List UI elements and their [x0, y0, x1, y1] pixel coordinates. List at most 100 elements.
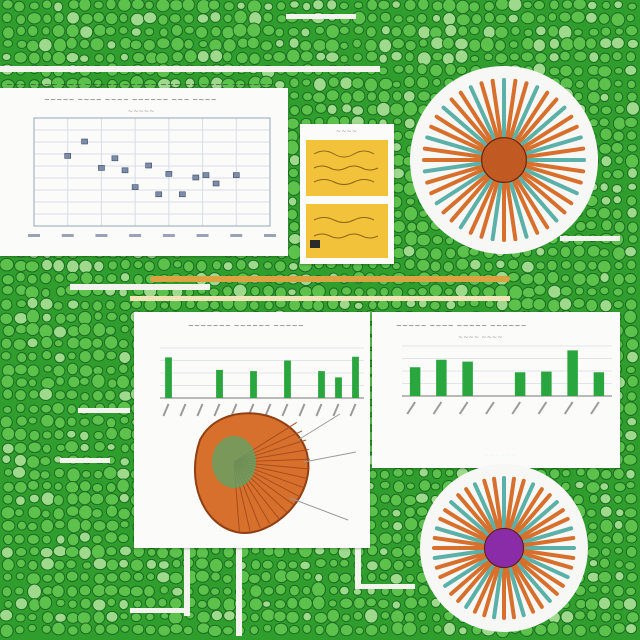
cell [286, 596, 299, 610]
cell [612, 622, 626, 634]
cell [288, 261, 299, 272]
cell [585, 272, 601, 288]
cell [41, 312, 52, 323]
cell [495, 0, 510, 11]
cell [614, 559, 624, 569]
cell [92, 598, 107, 612]
cell [65, 570, 79, 583]
cell [574, 286, 585, 296]
cell [1, 12, 13, 24]
cell [13, 311, 29, 325]
cell [263, 586, 275, 596]
flower-petal [456, 493, 497, 540]
cell [79, 572, 90, 582]
cell [368, 300, 378, 311]
cell [572, 35, 587, 51]
cell [507, 298, 523, 312]
cell [67, 375, 81, 389]
cell [28, 1, 40, 11]
cell [625, 623, 638, 635]
flower-petal [472, 558, 501, 614]
cell [325, 621, 340, 638]
cell [521, 36, 535, 51]
cell [445, 299, 457, 311]
cell [91, 508, 103, 519]
cell [118, 426, 134, 441]
cell [549, 467, 561, 480]
scatter-x-tick-mark [129, 234, 142, 237]
cell [183, 260, 195, 273]
cell [313, 77, 327, 92]
cell [391, 532, 403, 544]
cell [64, 440, 79, 454]
scatter-point [202, 172, 210, 178]
cell [625, 51, 637, 63]
flower-petal [482, 559, 503, 618]
cell [600, 547, 611, 557]
cell [364, 623, 379, 637]
cell [365, 287, 378, 298]
cell [29, 546, 40, 557]
cell [626, 130, 638, 141]
cell [623, 309, 638, 324]
cell [93, 273, 104, 284]
cell [27, 521, 38, 532]
scatter-frame [33, 117, 271, 227]
cell [116, 467, 131, 481]
cell [287, 27, 300, 38]
cell [65, 505, 80, 517]
cell [116, 374, 131, 390]
cell [298, 285, 313, 298]
cell [560, 260, 572, 270]
cell [393, 64, 405, 74]
cell [559, 285, 573, 297]
cell [351, 89, 366, 103]
cell [207, 0, 221, 11]
cell [169, 597, 183, 610]
bar-right-tick-label [563, 401, 574, 415]
cell [341, 613, 351, 623]
cell [118, 390, 133, 402]
cell [0, 415, 13, 429]
cell [0, 374, 15, 389]
cell [328, 599, 338, 608]
cell [210, 26, 222, 38]
cell [352, 610, 364, 621]
cell [339, 1, 349, 11]
flower-petal [429, 124, 492, 156]
cell [393, 209, 403, 219]
cell [41, 0, 53, 10]
cell [535, 14, 547, 24]
cell [340, 91, 353, 105]
cell [624, 245, 637, 258]
cell [339, 54, 349, 64]
cell [25, 308, 41, 325]
cell [508, 40, 519, 49]
flower-petal [422, 146, 491, 160]
cell [520, 11, 536, 25]
cell [274, 38, 285, 48]
cell [442, 261, 455, 273]
cell [404, 258, 416, 271]
cell [132, 571, 144, 582]
cell [117, 0, 132, 12]
cell [51, 24, 66, 38]
cell [286, 48, 301, 64]
cell [263, 2, 274, 12]
bottom-post-3 [355, 546, 361, 588]
scatter-title: ~~~~~ ~~~~ ~~~~ ~~~~~~ ~~~ ~~~~ [44, 96, 217, 104]
cell [210, 571, 221, 582]
cell [210, 609, 224, 622]
cell [625, 468, 636, 480]
flower-petal [434, 114, 493, 154]
cell [93, 0, 104, 10]
cell [66, 403, 77, 415]
cell [51, 402, 65, 415]
cell [66, 517, 82, 534]
cell [156, 546, 170, 560]
flower-petal [508, 172, 540, 235]
cell [623, 272, 637, 285]
flower-petal [438, 516, 494, 545]
cell [65, 23, 80, 39]
cell [41, 350, 53, 361]
